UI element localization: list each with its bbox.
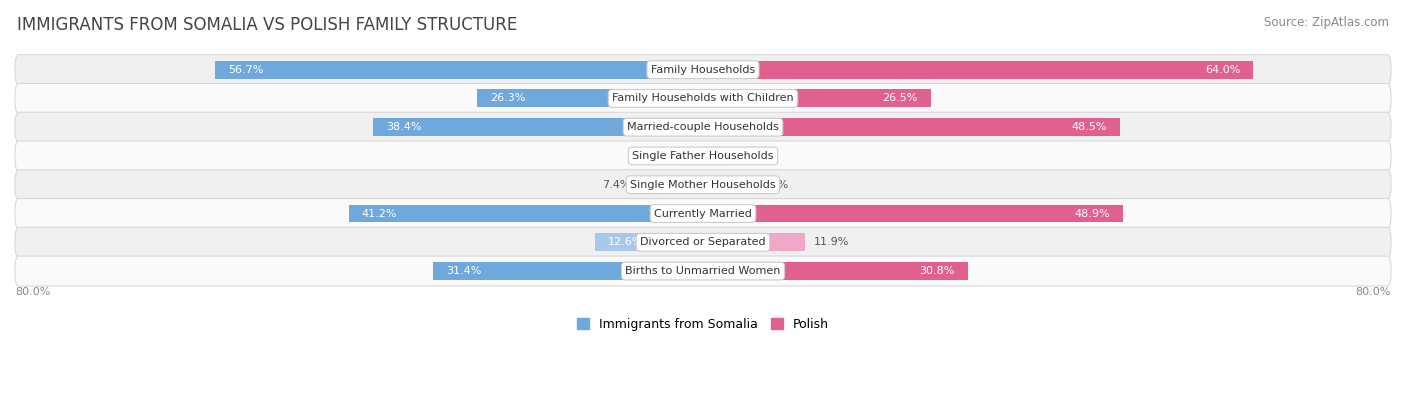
Bar	[703, 90, 931, 107]
Bar	[433, 262, 703, 280]
Bar	[640, 176, 703, 194]
Text: 31.4%: 31.4%	[446, 266, 481, 276]
Text: 11.9%: 11.9%	[814, 237, 849, 247]
Text: 41.2%: 41.2%	[361, 209, 396, 218]
Text: 26.3%: 26.3%	[489, 94, 524, 103]
Text: Family Households with Children: Family Households with Children	[612, 94, 794, 103]
Bar	[703, 176, 751, 194]
FancyBboxPatch shape	[15, 227, 1391, 257]
Bar	[373, 118, 703, 136]
Text: 5.6%: 5.6%	[759, 180, 787, 190]
Text: IMMIGRANTS FROM SOMALIA VS POLISH FAMILY STRUCTURE: IMMIGRANTS FROM SOMALIA VS POLISH FAMILY…	[17, 16, 517, 34]
Text: Divorced or Separated: Divorced or Separated	[640, 237, 766, 247]
Text: 2.5%: 2.5%	[644, 151, 673, 161]
Bar	[215, 61, 703, 79]
FancyBboxPatch shape	[15, 83, 1391, 113]
Bar	[477, 90, 703, 107]
Text: 64.0%: 64.0%	[1205, 65, 1240, 75]
Bar	[703, 147, 721, 165]
Text: 12.6%: 12.6%	[607, 237, 643, 247]
Text: 7.4%: 7.4%	[602, 180, 631, 190]
FancyBboxPatch shape	[15, 141, 1391, 171]
Bar	[703, 233, 806, 251]
Bar	[682, 147, 703, 165]
FancyBboxPatch shape	[15, 256, 1391, 286]
FancyBboxPatch shape	[15, 112, 1391, 142]
Text: 30.8%: 30.8%	[920, 266, 955, 276]
Text: 80.0%: 80.0%	[1355, 287, 1391, 297]
Bar	[595, 233, 703, 251]
Legend: Immigrants from Somalia, Polish: Immigrants from Somalia, Polish	[572, 313, 834, 336]
Text: 80.0%: 80.0%	[15, 287, 51, 297]
Text: 48.9%: 48.9%	[1076, 209, 1111, 218]
Bar	[703, 118, 1121, 136]
Text: 56.7%: 56.7%	[228, 65, 264, 75]
Text: 48.5%: 48.5%	[1071, 122, 1107, 132]
Bar	[703, 262, 967, 280]
Bar	[349, 205, 703, 222]
Text: Single Mother Households: Single Mother Households	[630, 180, 776, 190]
FancyBboxPatch shape	[15, 199, 1391, 228]
FancyBboxPatch shape	[15, 55, 1391, 85]
Text: Family Households: Family Households	[651, 65, 755, 75]
Text: Single Father Households: Single Father Households	[633, 151, 773, 161]
Bar	[703, 61, 1253, 79]
FancyBboxPatch shape	[15, 170, 1391, 200]
Bar	[703, 205, 1123, 222]
Text: Currently Married: Currently Married	[654, 209, 752, 218]
Text: Source: ZipAtlas.com: Source: ZipAtlas.com	[1264, 16, 1389, 29]
Text: 2.2%: 2.2%	[731, 151, 759, 161]
Text: 26.5%: 26.5%	[883, 94, 918, 103]
Text: Births to Unmarried Women: Births to Unmarried Women	[626, 266, 780, 276]
Text: 38.4%: 38.4%	[385, 122, 422, 132]
Text: Married-couple Households: Married-couple Households	[627, 122, 779, 132]
